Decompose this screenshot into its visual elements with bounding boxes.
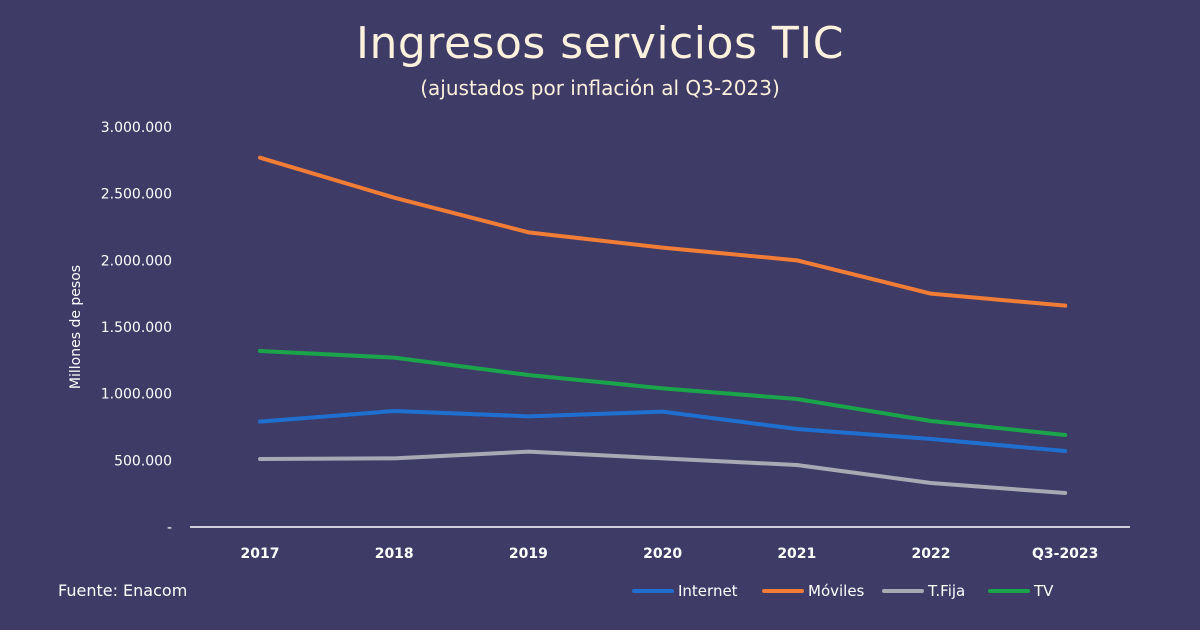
legend-label: TV [1033,582,1054,600]
chart-subtitle: (ajustados por inflación al Q3-2023) [420,76,780,100]
y-tick-label: 500.000 [114,453,172,469]
x-tick-label: 2020 [643,546,682,562]
x-tick-label: 2018 [375,546,414,562]
x-tick-label: 2019 [509,546,548,562]
source-note: Fuente: Enacom [58,581,188,600]
series-line-internet [258,409,1068,453]
legend-label: Internet [678,582,738,600]
y-tick-label: - [167,520,172,536]
y-tick-label: 2.000.000 [101,253,172,269]
x-tick-label: 2021 [777,546,816,562]
legend-label: T.Fija [927,582,965,600]
legend-label: Móviles [808,582,865,600]
y-tick-label: 3.000.000 [101,120,172,136]
x-tick-label: 2022 [912,546,951,562]
series-line-m-viles [258,155,1068,308]
x-tick-label: Q3-2023 [1032,546,1098,562]
y-axis-title: Millones de pesos [68,265,84,389]
y-tick-label: 1.000.000 [101,387,172,403]
y-tick-label: 1.500.000 [101,320,172,336]
chart-title: Ingresos servicios TIC [356,18,844,69]
y-tick-label: 2.500.000 [101,187,172,203]
series-line-tv [258,349,1068,437]
x-tick-label: 2017 [241,546,280,562]
series-line-t-fija [258,449,1068,495]
